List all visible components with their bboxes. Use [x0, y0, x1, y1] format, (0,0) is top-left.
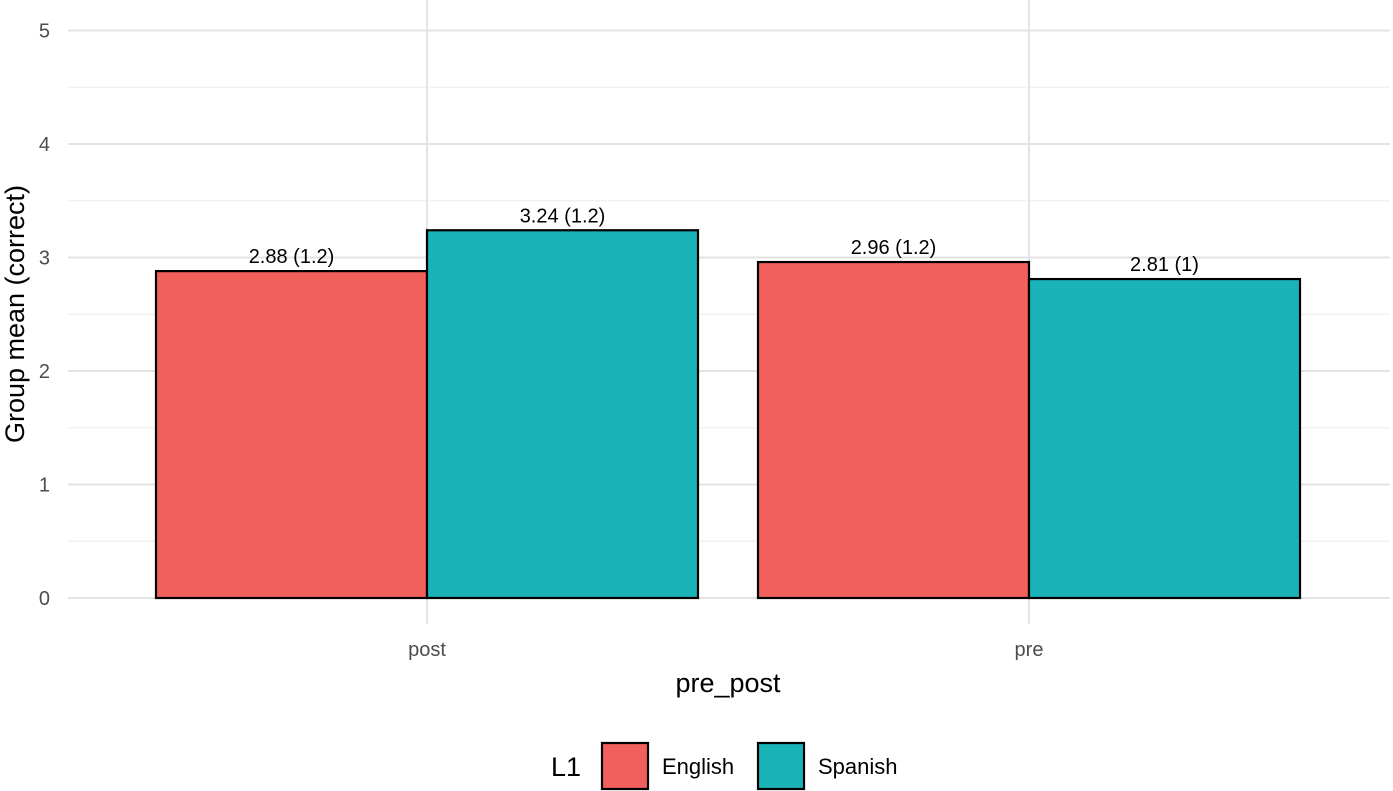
- legend: L1 English Spanish: [551, 741, 898, 791]
- y-tick-label: 1: [39, 475, 50, 497]
- legend-key-english: [600, 741, 650, 791]
- bar-english-post: [154, 270, 429, 600]
- bar-spanish-pre: [1027, 277, 1302, 600]
- data-labels: 2.88 (1.2) 3.24 (1.2) 2.96 (1.2) 2.81 (1): [249, 205, 1199, 276]
- x-tick-label: post: [408, 639, 446, 661]
- x-axis-tick-labels: post pre: [408, 639, 1043, 661]
- x-tick-label: pre: [1015, 639, 1044, 661]
- data-label-spanish-pre: 2.81 (1): [1130, 254, 1199, 276]
- y-axis-tick-labels: 0 1 2 3 4 5: [39, 21, 50, 611]
- y-axis-title: Group mean (correct): [0, 185, 30, 443]
- bar-spanish-post: [425, 229, 700, 600]
- legend-key-spanish: [756, 741, 806, 791]
- x-axis-title: pre_post: [675, 668, 781, 698]
- data-label-spanish-post: 3.24 (1.2): [520, 205, 606, 227]
- y-tick-label: 3: [39, 248, 50, 270]
- legend-items: English Spanish: [600, 741, 898, 791]
- legend-label-spanish: Spanish: [818, 754, 898, 779]
- legend-label-english: English: [662, 754, 734, 779]
- bars: [154, 229, 1302, 600]
- data-label-english-pre: 2.96 (1.2): [851, 237, 937, 259]
- y-tick-label: 0: [39, 588, 50, 610]
- y-tick-label: 4: [39, 134, 50, 156]
- data-label-english-post: 2.88 (1.2): [249, 246, 335, 268]
- legend-title: L1: [551, 752, 581, 782]
- bar-english-pre: [756, 260, 1031, 600]
- y-tick-label: 5: [39, 21, 50, 43]
- y-tick-label: 2: [39, 361, 50, 383]
